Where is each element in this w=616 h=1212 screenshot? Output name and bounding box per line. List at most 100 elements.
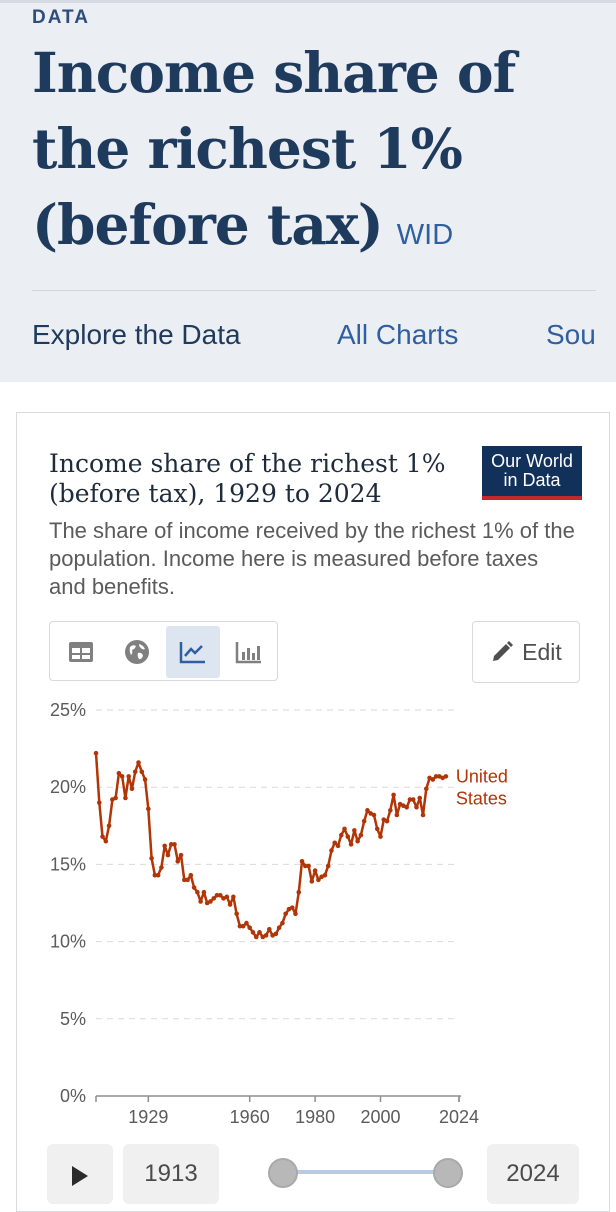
data-point [93, 750, 99, 756]
data-point [181, 877, 187, 883]
data-point [152, 872, 158, 878]
data-point [191, 885, 197, 890]
data-point [263, 933, 269, 938]
timeline-start-handle[interactable] [268, 1158, 298, 1188]
tab-table[interactable] [54, 626, 108, 678]
series-line-united-states [94, 753, 447, 939]
data-point [155, 872, 161, 878]
data-point [100, 834, 105, 839]
data-point [168, 842, 174, 847]
data-point [348, 842, 354, 847]
data-point [378, 834, 383, 839]
data-point [208, 899, 213, 904]
data-point [332, 840, 338, 846]
grid-layer [96, 709, 459, 1020]
data-point [306, 863, 311, 869]
data-point [299, 859, 305, 864]
bar-chart-icon [235, 642, 261, 664]
data-point [237, 923, 243, 929]
data-point [119, 774, 125, 779]
page-title-text: Income share of the richest 1% (before t… [32, 40, 516, 257]
data-point [165, 852, 171, 858]
data-point [139, 769, 145, 775]
data-point [276, 925, 282, 931]
y-tick-label: 25% [50, 700, 86, 720]
data-point [374, 826, 380, 832]
data-point [244, 920, 249, 926]
table-icon [69, 642, 93, 662]
data-point [185, 877, 190, 883]
data-point [423, 786, 429, 792]
data-point [175, 859, 181, 864]
page-header: DATA Income share of the richest 1% (bef… [0, 3, 616, 382]
data-point [338, 832, 344, 838]
series-label-line-2: States [456, 788, 507, 808]
data-point [302, 863, 308, 869]
data-point [172, 842, 177, 847]
data-point [283, 911, 288, 917]
data-point [217, 892, 223, 898]
tab-line-chart[interactable] [166, 626, 220, 678]
data-point [430, 777, 436, 782]
data-point [309, 879, 315, 884]
x-tick-label: 1960 [230, 1107, 270, 1127]
y-tick-label: 0% [60, 1086, 86, 1106]
data-point [159, 865, 164, 870]
nav-sources[interactable]: Sou [546, 319, 596, 350]
data-point [296, 889, 302, 895]
data-point [371, 812, 377, 818]
data-point [195, 889, 200, 895]
data-point [129, 786, 135, 792]
tab-bar-chart[interactable] [222, 626, 276, 678]
data-point [410, 797, 416, 802]
data-point [214, 892, 220, 898]
data-point [404, 804, 409, 810]
data-point [414, 804, 419, 810]
data-point [293, 911, 298, 917]
chart-title: Income share of the richest 1% (before t… [49, 449, 446, 508]
data-point [391, 792, 396, 798]
data-point [335, 843, 341, 849]
data-point [250, 930, 256, 935]
play-button[interactable] [47, 1144, 113, 1204]
start-year-box[interactable]: 1913 [123, 1144, 219, 1204]
end-year-box[interactable]: 2024 [487, 1144, 579, 1204]
data-point [352, 828, 357, 833]
data-point [384, 818, 390, 824]
data-point [201, 889, 207, 895]
page-title: Income share of the richest 1% (before t… [32, 35, 602, 273]
data-point [149, 855, 154, 861]
data-point [106, 823, 112, 829]
line-chart: 0% 5% 10% 15% 20% 25% 1929 1960 1980 2000 2024 Uni… [50, 700, 508, 1127]
data-point [280, 920, 285, 926]
data-point [316, 877, 321, 883]
data-point [123, 795, 128, 801]
source-tag[interactable]: WID [396, 219, 454, 251]
timeline-end-handle[interactable] [433, 1158, 463, 1188]
owid-logo[interactable]: Our World in Data [482, 446, 582, 500]
nav-explore-data[interactable]: Explore the Data [32, 319, 241, 350]
data-point [267, 926, 272, 932]
data-point [231, 894, 236, 900]
timeline-track[interactable] [282, 1170, 448, 1174]
view-tabs [49, 621, 278, 681]
top-border [0, 0, 616, 3]
data-point [342, 826, 347, 832]
data-point [443, 774, 449, 779]
nav-all-charts[interactable]: All Charts [337, 319, 459, 350]
x-tick-label: 2024 [439, 1107, 479, 1127]
tab-map[interactable] [110, 626, 164, 678]
play-icon [72, 1166, 88, 1186]
pencil-icon [493, 641, 514, 661]
data-point [358, 832, 364, 838]
x-tick-label: 1980 [295, 1107, 335, 1127]
data-point [273, 931, 279, 937]
y-tick-label: 5% [60, 1009, 86, 1029]
data-point [188, 872, 194, 878]
logo-bar [482, 496, 582, 500]
data-point [407, 797, 413, 802]
edit-button[interactable]: Edit [472, 621, 580, 683]
data-point [162, 843, 167, 849]
data-point [227, 902, 233, 907]
